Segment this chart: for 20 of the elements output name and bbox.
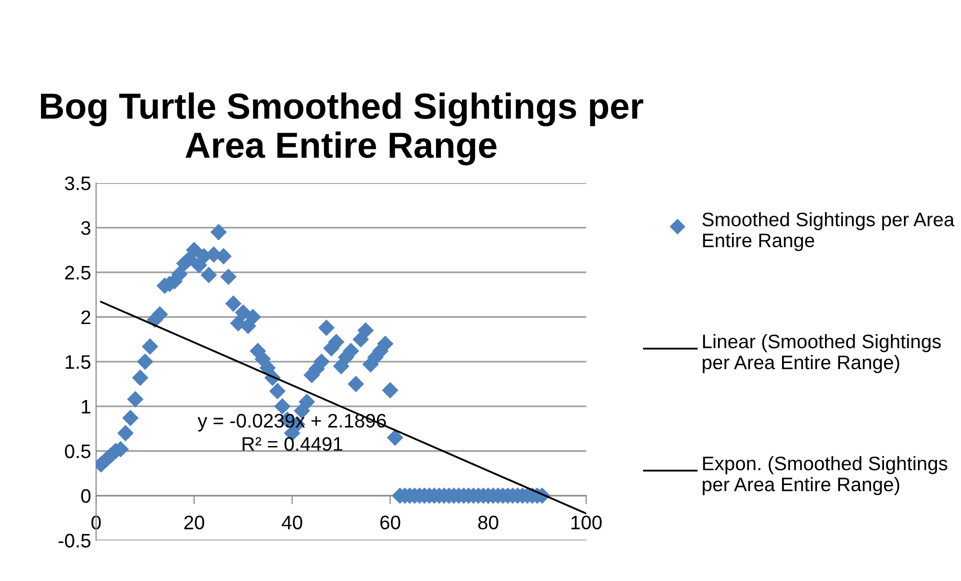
y-tick-label: -0.5: [58, 534, 90, 548]
y-tick-label: 1.5: [66, 355, 90, 369]
legend-label: Expon. (Smoothed Sightings per Area Entire Range): [702, 456, 948, 496]
y-tick-label: 3: [81, 221, 90, 235]
x-tick-label: 60: [380, 516, 400, 530]
y-tick-label: 2.5: [65, 266, 90, 280]
x-tick-label: 100: [571, 516, 602, 530]
y-tick-label: 1: [82, 400, 90, 414]
legend-label: Smoothed Sightings per Area Entire Range: [702, 212, 954, 252]
chart-title: Bog Turtle Smoothed Sightings per Area Entire Range: [40, 92, 644, 166]
y-tick-label: 0: [81, 489, 90, 503]
y-tick-label: 0.5: [64, 444, 90, 458]
annotation: R² = 0.4491: [242, 437, 342, 451]
y-tick-label: 3.5: [64, 176, 90, 190]
x-tick-label: 20: [184, 516, 204, 530]
x-tick-label: 0: [91, 516, 101, 530]
legend-label: Linear (Smoothed Sightings per Area Entire Range): [702, 334, 941, 374]
x-tick-label: 80: [478, 516, 498, 530]
y-tick-label: 2: [81, 310, 90, 324]
x-tick-label: 40: [282, 516, 302, 530]
